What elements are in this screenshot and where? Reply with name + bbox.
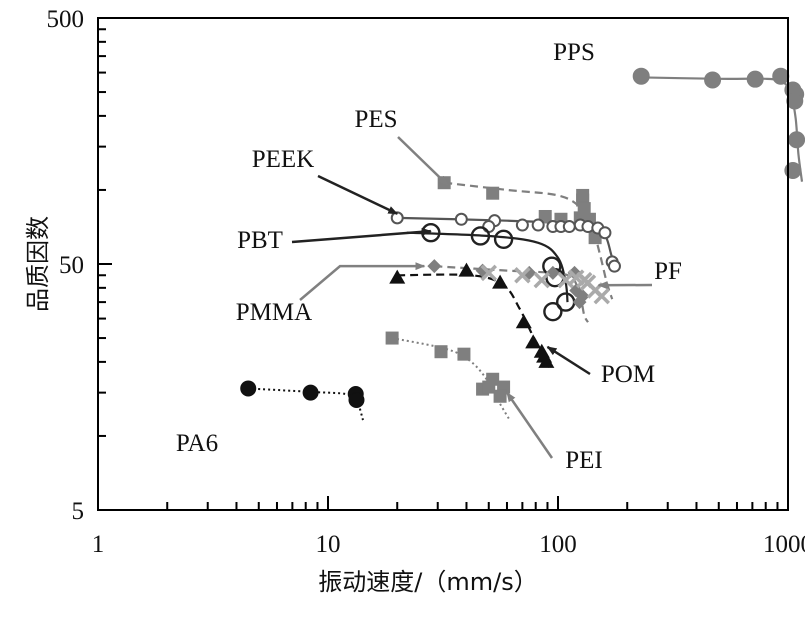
pf-data-point: [533, 271, 551, 289]
x-tick-label: 10: [316, 531, 341, 558]
pei-data-point: [457, 347, 471, 361]
pf-data-point: [593, 287, 611, 305]
pf-data-point: [514, 267, 531, 284]
pom-label: POM: [601, 361, 655, 388]
pmma-data-point: [427, 259, 442, 274]
tick-marks: [97, 17, 789, 511]
pmma-label: PMMA: [236, 299, 312, 326]
pes-data-point: [576, 188, 590, 202]
pei-data-point: [434, 345, 448, 359]
pa6-data-point: [348, 391, 365, 408]
pmma-fit-curve: [434, 265, 589, 323]
pa6-data-point: [240, 380, 257, 397]
pom-arrow: [546, 345, 591, 376]
peek-data-point: [562, 220, 576, 234]
annotation-arrows: [291, 136, 653, 459]
pps-data-point: [786, 92, 804, 110]
pom-data-point: [458, 262, 475, 277]
pom-data-point: [538, 353, 555, 368]
x-axis-title: 振动速度/（mm/s）: [318, 568, 537, 596]
peek-arrow: [317, 174, 399, 215]
pmma-arrow: [299, 262, 426, 301]
pei-data-point: [493, 389, 507, 403]
pei-arrow: [505, 391, 554, 459]
pbt-arrow: [291, 227, 432, 244]
pps-data-point: [632, 67, 650, 85]
pf-label: PF: [654, 258, 682, 285]
tick-labels: 1 10 100 1000 5 50 500: [47, 6, 805, 558]
pei-data-point: [385, 331, 399, 345]
x-tick-label: 1: [92, 531, 105, 558]
pes-data-point: [486, 186, 500, 200]
x-tick-label: 1000: [763, 531, 805, 558]
x-tick-label: 100: [539, 531, 577, 558]
y-tick-label: 5: [72, 498, 85, 525]
pps-data-point: [772, 67, 790, 85]
pbt-data-point: [543, 301, 563, 322]
pmma-data-point: [575, 289, 590, 304]
pbt-data-point: [493, 229, 514, 250]
pps-label: PPS: [553, 39, 595, 66]
pmma-data-point: [545, 265, 560, 280]
pps-data-point: [704, 71, 722, 89]
peek-data-point: [390, 211, 404, 225]
peek-data-point: [598, 226, 612, 240]
peek-data-point: [515, 218, 529, 232]
data-points: [240, 67, 805, 408]
pei-fit-curve: [391, 337, 512, 422]
pbt-data-point: [555, 292, 576, 312]
pbt-label: PBT: [237, 227, 283, 254]
pei-label: PEI: [565, 447, 603, 474]
pbt-data-point: [470, 226, 491, 246]
pes-arrow: [397, 136, 449, 186]
pbt-fit-curve: [406, 231, 569, 303]
pa6-label: PA6: [176, 430, 218, 457]
y-tick-label: 500: [47, 6, 85, 33]
pes-data-point: [538, 209, 552, 223]
y-axis-title: 品质因数: [24, 216, 52, 312]
pom-data-point: [389, 269, 406, 284]
peek-data-point: [607, 259, 621, 273]
peek-data-point: [454, 212, 468, 226]
pom-data-point: [492, 274, 509, 289]
pf-data-point: [480, 264, 498, 282]
fit-curves: [248, 76, 804, 422]
pps-fit-curve: [636, 76, 804, 182]
series-labels: PPS PES PEEK PBT PMMA PF POM PEI PA6: [176, 39, 682, 474]
peek-data-point: [531, 218, 545, 232]
y-tick-label: 50: [59, 252, 84, 279]
pes-label: PES: [354, 106, 397, 133]
pei-data-point: [482, 380, 496, 394]
pps-data-point: [746, 70, 764, 88]
pps-data-point: [788, 131, 805, 149]
pom-data-point: [525, 334, 542, 349]
pom-data-point: [515, 314, 532, 329]
peek-data-point: [482, 220, 496, 234]
peek-label: PEEK: [252, 146, 315, 173]
pa6-data-point: [302, 384, 319, 401]
pes-data-point: [577, 202, 591, 216]
